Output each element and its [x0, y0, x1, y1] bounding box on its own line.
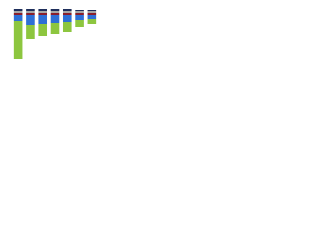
bar-segment — [50, 13, 60, 15]
bar-segment — [62, 22, 72, 32]
bar-segment — [13, 15, 23, 21]
bar-segment — [50, 9, 60, 11]
bar-segment — [13, 21, 23, 59]
chart — [13, 9, 97, 59]
bar-segment — [87, 11, 97, 13]
bar-segment — [75, 11, 84, 13]
bar-segment — [26, 15, 35, 25]
bar-segment — [75, 15, 84, 20]
bar-segment — [38, 9, 48, 11]
bar-segment — [87, 15, 97, 19]
bar-segment — [13, 11, 23, 13]
bar-segment — [38, 15, 48, 24]
bar-segment — [87, 19, 97, 24]
bar-segment — [50, 11, 60, 13]
bar-segment — [26, 13, 35, 15]
bar-segment — [13, 13, 23, 15]
bar-segment — [62, 15, 72, 22]
bar-segment — [50, 23, 60, 34]
bar-segment — [26, 25, 35, 39]
bar-segment — [87, 10, 97, 11]
bar-segment — [75, 10, 84, 11]
bar-segment — [38, 11, 48, 13]
bar-segment — [50, 15, 60, 23]
bar-segment — [26, 9, 35, 11]
bar-segment — [62, 9, 72, 11]
bar-segment — [75, 20, 84, 27]
bar-segment — [75, 13, 84, 15]
bar-segment — [87, 13, 97, 15]
bar-segment — [38, 24, 48, 36]
bar-segment — [62, 11, 72, 13]
bar-segment — [13, 9, 23, 11]
bar-segment — [26, 11, 35, 13]
bar-segment — [62, 13, 72, 15]
bar-segment — [38, 13, 48, 15]
